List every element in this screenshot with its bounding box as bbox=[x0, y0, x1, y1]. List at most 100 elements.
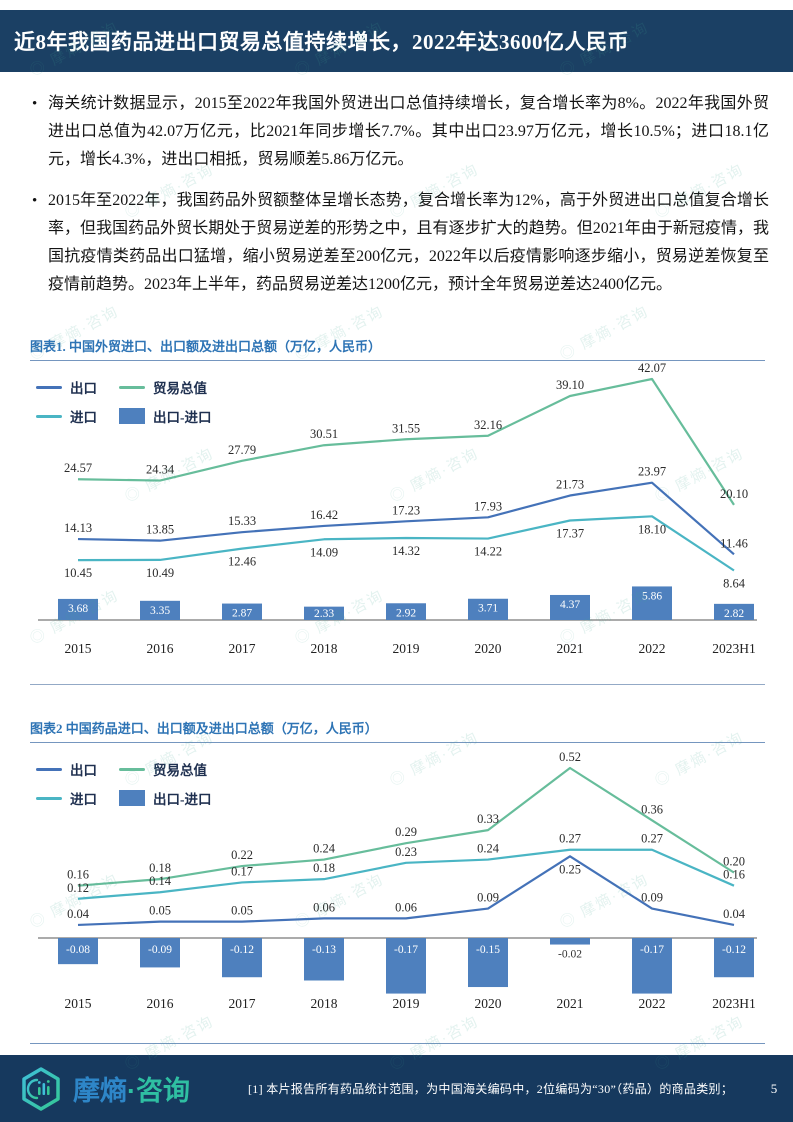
legend-swatch bbox=[119, 790, 145, 806]
legend-label: 出口 bbox=[70, 381, 97, 396]
line-series-0 bbox=[77, 481, 735, 556]
company-logo-text: 摩熵·咨询 bbox=[73, 1069, 190, 1108]
bar-value-label: -0.17 bbox=[394, 944, 418, 956]
bar-value-label: 3.68 bbox=[68, 603, 88, 615]
value-label: 0.36 bbox=[641, 802, 663, 816]
bar-2020 bbox=[468, 598, 508, 620]
value-label: 18.10 bbox=[638, 522, 666, 536]
value-label: 0.12 bbox=[67, 881, 89, 895]
bar-2023H1 bbox=[714, 603, 754, 620]
value-label: 23.97 bbox=[638, 465, 666, 479]
page-title: 近8年我国药品进出口贸易总值持续增长，2022年达3600亿人民币 bbox=[14, 30, 629, 54]
value-label: 10.49 bbox=[146, 566, 174, 580]
bar-value-label: -0.12 bbox=[722, 944, 746, 956]
bar-2021 bbox=[550, 594, 590, 620]
legend-item-line: 进口 bbox=[36, 406, 97, 426]
value-label: 0.16 bbox=[723, 868, 745, 882]
x-axis-label: 2015 bbox=[65, 641, 92, 656]
bar-2022 bbox=[632, 938, 672, 994]
bullet-text-2: 2015年至2022年，我国药品外贸额整体呈增长态势，复合增长率为12%，高于外… bbox=[48, 192, 769, 293]
value-label: 0.09 bbox=[477, 891, 499, 905]
value-label: 0.33 bbox=[477, 812, 499, 826]
bar-2018 bbox=[304, 606, 344, 620]
page-footer: 摩熵·咨询 [1] 本片报告所有药品统计范围，为中国海关编码中，2位编码为“30… bbox=[0, 1055, 793, 1122]
bar-value-label: 2.92 bbox=[396, 607, 416, 619]
value-label: 14.22 bbox=[474, 545, 502, 559]
bullet-text-1: 海关统计数据显示，2015至2022年我国外贸进出口总值持续增长，复合增长率为8… bbox=[48, 95, 769, 168]
value-label: 31.55 bbox=[392, 421, 420, 435]
line-series-0 bbox=[77, 855, 735, 927]
x-axis-label: 2016 bbox=[147, 641, 174, 656]
figure-2-title: 图表2 中国药品进口、出口额及进出口总额（万亿，人民币） bbox=[30, 718, 765, 743]
legend-label: 出口-进口 bbox=[153, 792, 212, 807]
bar-2023H1 bbox=[714, 938, 754, 978]
legend-swatch bbox=[36, 796, 62, 800]
x-axis-label: 2019 bbox=[393, 996, 420, 1011]
legend-label: 进口 bbox=[70, 792, 97, 807]
value-label: 0.18 bbox=[313, 861, 335, 875]
bar-2017 bbox=[222, 603, 262, 620]
bar-value-label: -0.09 bbox=[148, 944, 172, 956]
legend-item-line: 贸易总值 bbox=[119, 759, 212, 779]
legend-swatch bbox=[119, 408, 145, 424]
value-label: 0.25 bbox=[559, 862, 581, 876]
bar-2016 bbox=[140, 938, 180, 968]
value-label: 0.17 bbox=[231, 864, 253, 878]
bar-2018 bbox=[304, 938, 344, 981]
x-axis-label: 2016 bbox=[147, 996, 174, 1011]
x-axis-label: 2022 bbox=[639, 996, 666, 1011]
bar-value-label: 2.33 bbox=[314, 608, 334, 620]
bullet-paragraph: • 海关统计数据显示，2015至2022年我国外贸进出口总值持续增长，复合增长率… bbox=[32, 90, 769, 174]
x-axis-label: 2020 bbox=[475, 996, 502, 1011]
bullet-marker: • bbox=[32, 193, 38, 209]
value-label: 15.33 bbox=[228, 514, 256, 528]
x-axis-label: 2021 bbox=[557, 996, 584, 1011]
line-series-2 bbox=[77, 848, 735, 900]
bar-2022 bbox=[632, 586, 672, 620]
value-label: 13.85 bbox=[146, 523, 174, 537]
x-axis-label: 2018 bbox=[311, 996, 338, 1011]
figure-2-chart: -0.08 -0.09 -0.12 -0.13 -0.17 -0.15 -0.02 -0.17… bbox=[30, 743, 765, 1043]
bar-2016 bbox=[140, 600, 180, 620]
value-label: 0.14 bbox=[149, 874, 172, 888]
bar-value-label: 5.86 bbox=[642, 590, 662, 602]
value-label: 42.07 bbox=[638, 361, 666, 375]
legend-item-line: 出口 bbox=[36, 759, 97, 779]
value-label: 0.06 bbox=[395, 900, 417, 914]
bar-value-label: -0.02 bbox=[558, 949, 582, 961]
pharma-trade-chart-canvas: -0.08 -0.09 -0.12 -0.13 -0.17 -0.15 -0.02 -0.17… bbox=[38, 750, 757, 1011]
x-axis-label: 2017 bbox=[229, 996, 256, 1011]
legend-item-bar: 出口-进口 bbox=[119, 406, 212, 426]
bar-2021 bbox=[550, 938, 590, 945]
legend-label: 进口 bbox=[70, 410, 97, 425]
value-label: 17.23 bbox=[392, 503, 420, 517]
x-axis-label: 2019 bbox=[393, 641, 420, 656]
bar-value-label: -0.13 bbox=[312, 944, 336, 956]
legend-item-line: 贸易总值 bbox=[119, 377, 212, 397]
bar-value-label: 3.35 bbox=[150, 605, 170, 617]
value-label: 0.16 bbox=[67, 868, 89, 882]
line-series-1 bbox=[77, 766, 735, 887]
bar-value-label: 2.87 bbox=[232, 608, 252, 620]
bar-2019 bbox=[386, 603, 426, 620]
value-label: 21.73 bbox=[556, 478, 584, 492]
bar-value-label: -0.15 bbox=[476, 944, 500, 956]
line-series-2 bbox=[77, 515, 735, 572]
value-label: 14.32 bbox=[392, 544, 420, 558]
line-series-1 bbox=[77, 377, 735, 506]
bar-value-label: 2.82 bbox=[724, 608, 744, 620]
logo-text-blue: 摩熵 bbox=[73, 1076, 127, 1106]
x-axis-label: 2020 bbox=[475, 641, 502, 656]
figure-1-chart: 3.68 3.35 2.87 2.33 2.92 3.71 4.37 5.86 2.82 14.1… bbox=[30, 361, 765, 684]
legend-label: 贸易总值 bbox=[153, 763, 207, 778]
value-label: 24.34 bbox=[146, 463, 175, 477]
value-label: 0.27 bbox=[559, 832, 581, 846]
bar-2017 bbox=[222, 938, 262, 978]
bar-2015 bbox=[58, 598, 98, 620]
value-label: 14.09 bbox=[310, 545, 338, 559]
bar-2020 bbox=[468, 938, 508, 988]
value-label: 27.79 bbox=[228, 443, 256, 457]
x-axis-label: 2023H1 bbox=[712, 996, 756, 1011]
legend-item-line: 出口 bbox=[36, 377, 97, 397]
